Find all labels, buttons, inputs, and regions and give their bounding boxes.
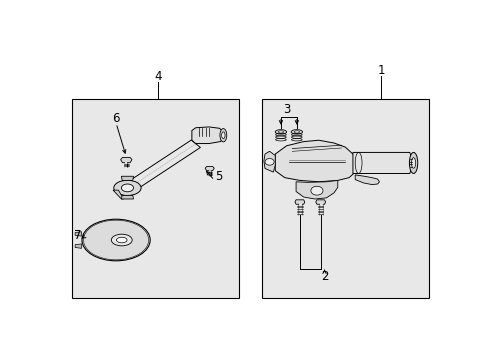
Polygon shape	[294, 200, 304, 204]
Ellipse shape	[121, 184, 133, 192]
Ellipse shape	[410, 158, 415, 168]
Polygon shape	[315, 200, 325, 204]
Polygon shape	[296, 180, 337, 199]
Polygon shape	[191, 127, 223, 144]
Polygon shape	[75, 232, 81, 236]
Polygon shape	[113, 190, 123, 199]
Bar	[72, 99, 239, 298]
Ellipse shape	[278, 131, 283, 133]
Polygon shape	[275, 140, 356, 182]
Text: 2: 2	[320, 270, 327, 283]
Ellipse shape	[294, 131, 299, 133]
Text: 7: 7	[74, 229, 82, 242]
Polygon shape	[129, 140, 200, 188]
Ellipse shape	[111, 234, 132, 246]
Text: 5: 5	[214, 170, 222, 183]
Ellipse shape	[290, 130, 302, 134]
Polygon shape	[205, 167, 214, 171]
Text: 1: 1	[377, 64, 385, 77]
Polygon shape	[121, 157, 132, 163]
Polygon shape	[352, 152, 413, 174]
Polygon shape	[264, 151, 275, 172]
Ellipse shape	[275, 130, 286, 134]
Circle shape	[310, 186, 323, 195]
Ellipse shape	[114, 180, 141, 195]
Text: 4: 4	[154, 70, 161, 83]
Ellipse shape	[408, 152, 417, 174]
Ellipse shape	[82, 219, 150, 261]
Polygon shape	[121, 176, 133, 180]
Text: 6: 6	[112, 112, 120, 125]
Polygon shape	[75, 244, 81, 248]
Ellipse shape	[221, 132, 224, 139]
Polygon shape	[121, 195, 133, 199]
Bar	[262, 99, 428, 298]
Circle shape	[264, 158, 274, 165]
Ellipse shape	[116, 237, 127, 243]
Ellipse shape	[220, 129, 226, 142]
Text: 3: 3	[283, 103, 290, 116]
Polygon shape	[354, 175, 379, 185]
